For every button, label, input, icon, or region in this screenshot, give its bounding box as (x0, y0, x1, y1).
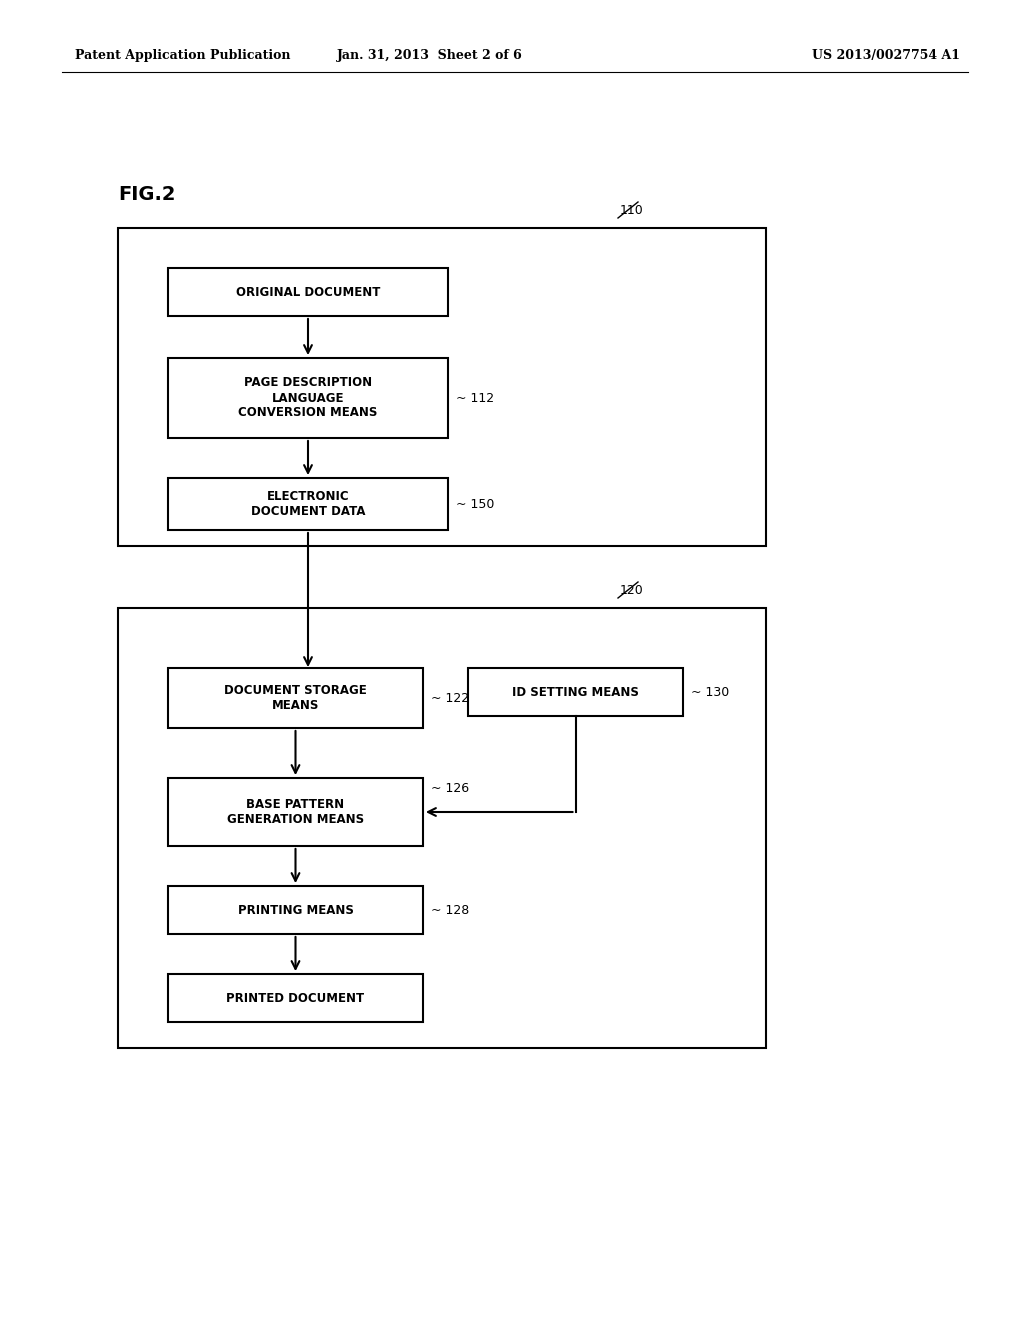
Bar (168, 974, 423, 1022)
Bar (118, 228, 766, 546)
Bar (118, 609, 766, 1048)
Bar (168, 478, 449, 531)
Text: FIG.2: FIG.2 (118, 186, 175, 205)
Text: ~ 126: ~ 126 (431, 781, 469, 795)
Bar (168, 358, 449, 438)
Text: 120: 120 (620, 583, 644, 597)
Text: US 2013/0027754 A1: US 2013/0027754 A1 (812, 49, 961, 62)
Text: ORIGINAL DOCUMENT: ORIGINAL DOCUMENT (236, 285, 380, 298)
Text: BASE PATTERN
GENERATION MEANS: BASE PATTERN GENERATION MEANS (227, 799, 365, 826)
Text: ~ 150: ~ 150 (456, 498, 495, 511)
Text: PRINTING MEANS: PRINTING MEANS (238, 903, 353, 916)
Bar (468, 668, 683, 715)
Text: Patent Application Publication: Patent Application Publication (75, 49, 291, 62)
Text: DOCUMENT STORAGE
MEANS: DOCUMENT STORAGE MEANS (224, 684, 367, 711)
Text: ELECTRONIC
DOCUMENT DATA: ELECTRONIC DOCUMENT DATA (251, 490, 366, 517)
Text: ~ 130: ~ 130 (691, 685, 729, 698)
Bar (168, 668, 423, 729)
Text: ~ 122: ~ 122 (431, 692, 469, 705)
Text: ID SETTING MEANS: ID SETTING MEANS (512, 685, 639, 698)
Bar (168, 777, 423, 846)
Bar (168, 886, 423, 935)
Bar (168, 268, 449, 315)
Text: ~ 112: ~ 112 (456, 392, 495, 404)
Text: PRINTED DOCUMENT: PRINTED DOCUMENT (226, 991, 365, 1005)
Text: 110: 110 (620, 203, 644, 216)
Text: ~ 128: ~ 128 (431, 903, 469, 916)
Text: PAGE DESCRIPTION
LANGUAGE
CONVERSION MEANS: PAGE DESCRIPTION LANGUAGE CONVERSION MEA… (239, 376, 378, 420)
Text: Jan. 31, 2013  Sheet 2 of 6: Jan. 31, 2013 Sheet 2 of 6 (337, 49, 523, 62)
